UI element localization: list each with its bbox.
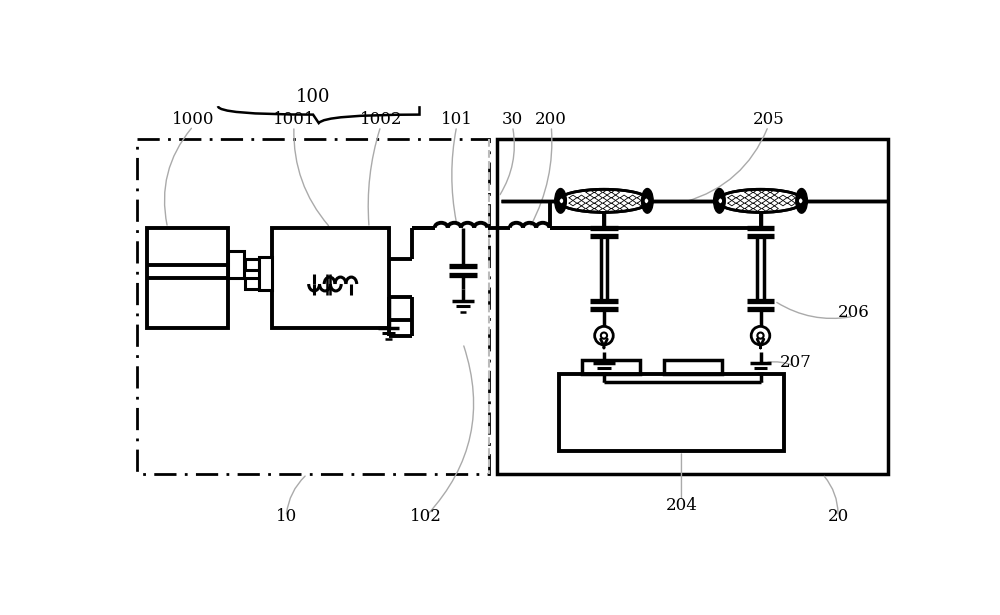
Text: 207: 207 xyxy=(779,354,811,371)
Text: 200: 200 xyxy=(535,111,567,129)
Ellipse shape xyxy=(717,189,804,212)
Ellipse shape xyxy=(714,189,725,213)
Text: 30: 30 xyxy=(502,111,523,129)
Text: 20: 20 xyxy=(827,508,849,525)
Ellipse shape xyxy=(717,199,721,203)
Text: 204: 204 xyxy=(666,496,697,514)
Bar xyxy=(245,278,259,290)
Bar xyxy=(272,228,388,328)
Circle shape xyxy=(751,327,770,345)
Circle shape xyxy=(595,327,613,345)
Bar xyxy=(147,228,228,328)
Text: 1001: 1001 xyxy=(273,111,315,129)
Text: 101: 101 xyxy=(441,111,473,129)
Ellipse shape xyxy=(796,189,807,213)
Text: 100: 100 xyxy=(296,88,331,106)
Bar xyxy=(497,139,888,474)
Text: 205: 205 xyxy=(752,111,784,129)
Circle shape xyxy=(757,333,764,339)
Ellipse shape xyxy=(642,189,653,213)
Ellipse shape xyxy=(645,199,649,203)
Bar xyxy=(582,360,640,374)
Ellipse shape xyxy=(559,199,562,203)
Circle shape xyxy=(601,333,607,339)
Text: 10: 10 xyxy=(276,508,297,525)
Ellipse shape xyxy=(558,189,650,212)
Ellipse shape xyxy=(800,199,804,203)
Bar xyxy=(559,374,784,451)
Text: 1000: 1000 xyxy=(172,111,214,129)
Bar xyxy=(259,257,272,290)
Bar xyxy=(137,139,489,474)
Bar xyxy=(245,258,259,270)
Bar xyxy=(228,251,244,278)
Ellipse shape xyxy=(555,189,566,213)
Text: 102: 102 xyxy=(410,508,442,525)
Text: 206: 206 xyxy=(838,304,869,321)
Bar xyxy=(664,360,722,374)
Text: 1002: 1002 xyxy=(360,111,402,129)
